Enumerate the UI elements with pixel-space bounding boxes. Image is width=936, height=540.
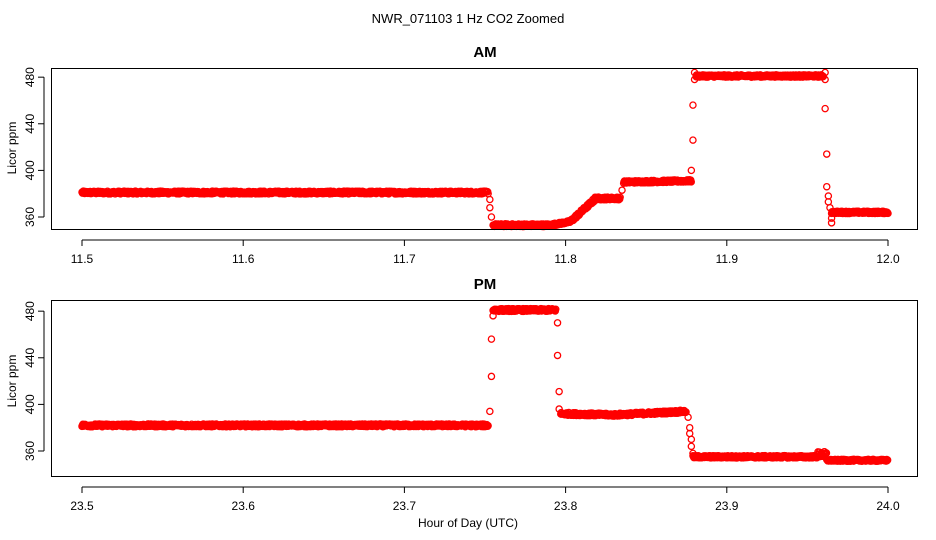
am-panel-title: AM	[473, 44, 496, 61]
pm-transition-point	[687, 435, 696, 444]
am-transition-point	[827, 219, 836, 227]
am-transition-point	[822, 150, 831, 158]
pm-y-tick-label: 400	[23, 394, 37, 414]
am-x-tick-label: 11.9	[716, 252, 739, 266]
am-x-tick-label: 12.0	[876, 252, 900, 266]
am-y-axis-label: Licor ppm	[5, 122, 19, 175]
pm-transition-point	[687, 442, 696, 451]
pm-data-point	[552, 305, 560, 314]
am-transition-point	[827, 214, 836, 222]
am-transition-point	[486, 195, 494, 204]
pm-x-tick-label: 24.0	[876, 499, 900, 513]
am-transition-point	[689, 101, 697, 109]
am-y-tick-label: 360	[23, 207, 37, 227]
am-x-tick-label: 11.8	[554, 252, 577, 266]
am-y-tick-label: 440	[23, 113, 37, 133]
am-x-tick-label: 11.5	[71, 252, 94, 266]
am-transition-point	[486, 203, 494, 212]
pm-x-tick-label: 23.8	[554, 499, 578, 513]
am-panel: AM Licor ppm 11.5 11.6 11.7 11.8 11.9 12.0 36…	[5, 44, 918, 266]
pm-data-point	[883, 456, 892, 464]
pm-x-tick-label: 23.9	[715, 499, 739, 513]
pm-transition-point	[684, 413, 692, 421]
figure-title: NWR_071103 1 Hz CO2 Zoomed	[372, 11, 565, 26]
am-transition-point	[821, 75, 829, 84]
pm-transition-point	[487, 335, 496, 343]
pm-y-axis-label: Licor ppm	[5, 355, 19, 408]
am-y-tick-label: 400	[23, 160, 37, 180]
pm-x-tick-label: 23.5	[70, 499, 94, 513]
am-points	[78, 68, 892, 231]
x-axis-label: Hour of Day (UTC)	[418, 516, 518, 530]
pm-plot-frame	[51, 300, 918, 477]
pm-x-tick-label: 23.7	[393, 499, 417, 513]
am-x-tick-label: 11.6	[232, 252, 255, 266]
pm-transition-point	[689, 449, 697, 458]
am-transition-point	[826, 203, 834, 212]
am-plot-frame	[51, 68, 918, 230]
am-y-tick-label: 480	[23, 67, 37, 87]
pm-x-tick-label: 23.6	[232, 499, 256, 513]
pm-data-point	[484, 421, 492, 430]
pm-y-axis: 360 400 440 480	[23, 301, 45, 461]
am-transition-point	[822, 182, 831, 191]
pm-y-tick-label: 360	[23, 441, 37, 461]
am-y-axis: 360 400 440 480	[23, 67, 45, 227]
pm-transition-point	[555, 405, 563, 413]
pm-panel: PM Licor ppm 23.5 23.6 23.7 23.8 23.9 24.0 36…	[5, 276, 918, 513]
pm-points	[78, 304, 892, 466]
am-data-point	[687, 178, 696, 186]
am-transition-point	[821, 68, 829, 77]
pm-transition-point	[553, 319, 562, 327]
pm-x-axis: 23.5 23.6 23.7 23.8 23.9 24.0	[70, 486, 900, 513]
am-x-tick-label: 11.7	[393, 252, 416, 266]
pm-transition-point	[553, 351, 562, 360]
pm-transition-point	[555, 387, 563, 396]
pm-y-tick-label: 480	[23, 301, 37, 321]
pm-transition-point	[487, 372, 496, 381]
am-transition-point	[487, 213, 496, 221]
am-x-axis: 11.5 11.6 11.7 11.8 11.9 12.0	[71, 239, 900, 266]
am-data-point	[616, 193, 624, 202]
am-transition-point	[821, 104, 829, 113]
pm-transition-point	[489, 312, 497, 320]
am-transition-point	[687, 166, 696, 175]
am-transition-point	[689, 136, 697, 144]
pm-panel-title: PM	[474, 276, 497, 293]
pm-y-tick-label: 440	[23, 347, 37, 367]
am-transition-point	[690, 68, 699, 77]
pm-transition-point	[486, 407, 494, 416]
am-transition-point	[690, 75, 699, 84]
am-transition-point	[618, 186, 626, 194]
am-data-point	[884, 209, 892, 218]
